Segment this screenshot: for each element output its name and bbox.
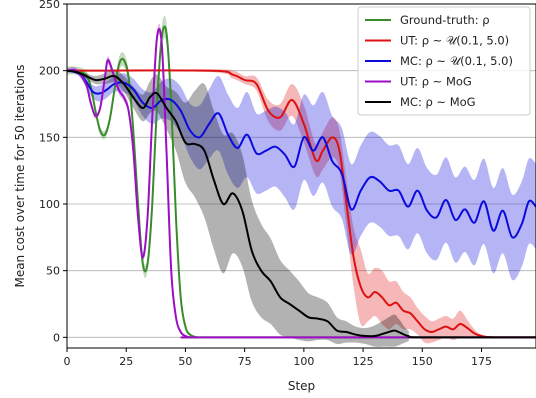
x-tick-label-25: 25	[119, 355, 133, 368]
legend: Ground-truth: ρ UT: ρ ~ 𝒰(0.1, 5.0) MC: ρ …	[357, 6, 531, 116]
y-tick-label-250: 250	[39, 0, 60, 11]
line-series-0	[67, 25, 536, 339]
y-tick-label-200: 200	[39, 65, 60, 78]
legend-label-2: MC: ρ ~ 𝒰(0.1, 5.0)	[400, 54, 513, 68]
x-axis-ticks: 0 25 50 75 100 125 150 175	[64, 348, 492, 368]
x-tick-label-150: 150	[412, 355, 433, 368]
y-tick-label-100: 100	[39, 198, 60, 211]
x-tick-label-175: 175	[471, 355, 492, 368]
legend-label-3: UT: ρ ~ MoG	[400, 75, 472, 89]
x-axis-label: Step	[288, 379, 315, 393]
line-series-1	[67, 69, 536, 339]
legend-label-4: MC: ρ ~ MoG	[400, 95, 476, 109]
x-tick-label-0: 0	[64, 355, 71, 368]
series-lines	[67, 25, 536, 339]
legend-box	[357, 6, 531, 116]
line-series-3	[67, 27, 536, 339]
band-series-1	[67, 69, 536, 344]
x-tick-label-50: 50	[178, 355, 192, 368]
band-series-2	[67, 70, 536, 281]
line-series-2	[67, 69, 536, 239]
x-tick-label-100: 100	[293, 355, 314, 368]
plot-frame	[66, 3, 536, 349]
y-tick-label-0: 0	[53, 331, 60, 344]
y-tick-label-50: 50	[46, 265, 60, 278]
y-tick-label-150: 150	[39, 131, 60, 144]
legend-label-0: Ground-truth: ρ	[400, 13, 490, 27]
line-series-4	[67, 69, 536, 339]
y-axis-ticks: 0 50 100 150 200 250	[39, 0, 67, 344]
x-tick-label-125: 125	[353, 355, 374, 368]
legend-label-1: UT: ρ ~ 𝒰(0.1, 5.0)	[400, 34, 509, 48]
y-axis-label: Mean cost over time for 50 iterations	[13, 64, 27, 287]
x-tick-label-75: 75	[238, 355, 252, 368]
